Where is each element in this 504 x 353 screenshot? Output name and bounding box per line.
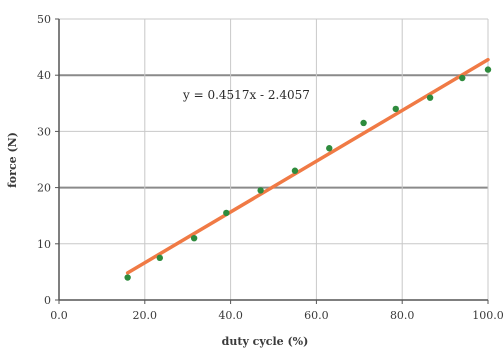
trendline-equation: y = 0.4517x - 2.4057 <box>182 88 310 102</box>
x-tick-label-20.0: 20.0 <box>133 309 158 322</box>
data-point-6 <box>326 145 333 152</box>
data-point-2 <box>190 234 198 242</box>
x-axis-label: duty cycle (%) <box>222 335 309 348</box>
data-point-5 <box>291 167 299 174</box>
data-point-7 <box>360 119 367 127</box>
x-tick-label-80.0: 80.0 <box>390 309 415 322</box>
data-points <box>124 66 492 281</box>
grid-lines <box>59 18 489 300</box>
x-tick-label-40.0: 40.0 <box>218 309 243 322</box>
y-tick-label-40: 40 <box>37 69 51 82</box>
data-point-9 <box>426 94 434 101</box>
y-tick-label-0: 0 <box>44 294 51 307</box>
data-point-3 <box>223 209 230 217</box>
data-point-8 <box>392 105 399 113</box>
y-tick-label-50: 50 <box>37 13 51 26</box>
data-point-11 <box>484 66 492 73</box>
y-tick-label-30: 30 <box>37 125 51 138</box>
axes <box>58 19 488 301</box>
y-tick-labels: 0 10 20 30 40 50 <box>37 13 59 307</box>
y-tick-label-10: 10 <box>37 238 51 251</box>
x-tick-label-0.0: 0.0 <box>50 309 68 322</box>
data-point-0 <box>124 274 131 281</box>
x-tick-labels: 0.0 20.0 40.0 60.0 80.0 100.0 <box>50 300 504 322</box>
x-tick-label-100.0: 100.0 <box>472 309 504 322</box>
data-point-10 <box>459 74 466 82</box>
y-tick-label-20: 20 <box>37 182 51 195</box>
data-point-4 <box>257 187 264 194</box>
y-axis-label: force (N) <box>6 132 19 188</box>
trendline <box>125 57 490 275</box>
data-point-1 <box>156 254 164 262</box>
x-tick-label-60.0: 60.0 <box>304 309 329 322</box>
